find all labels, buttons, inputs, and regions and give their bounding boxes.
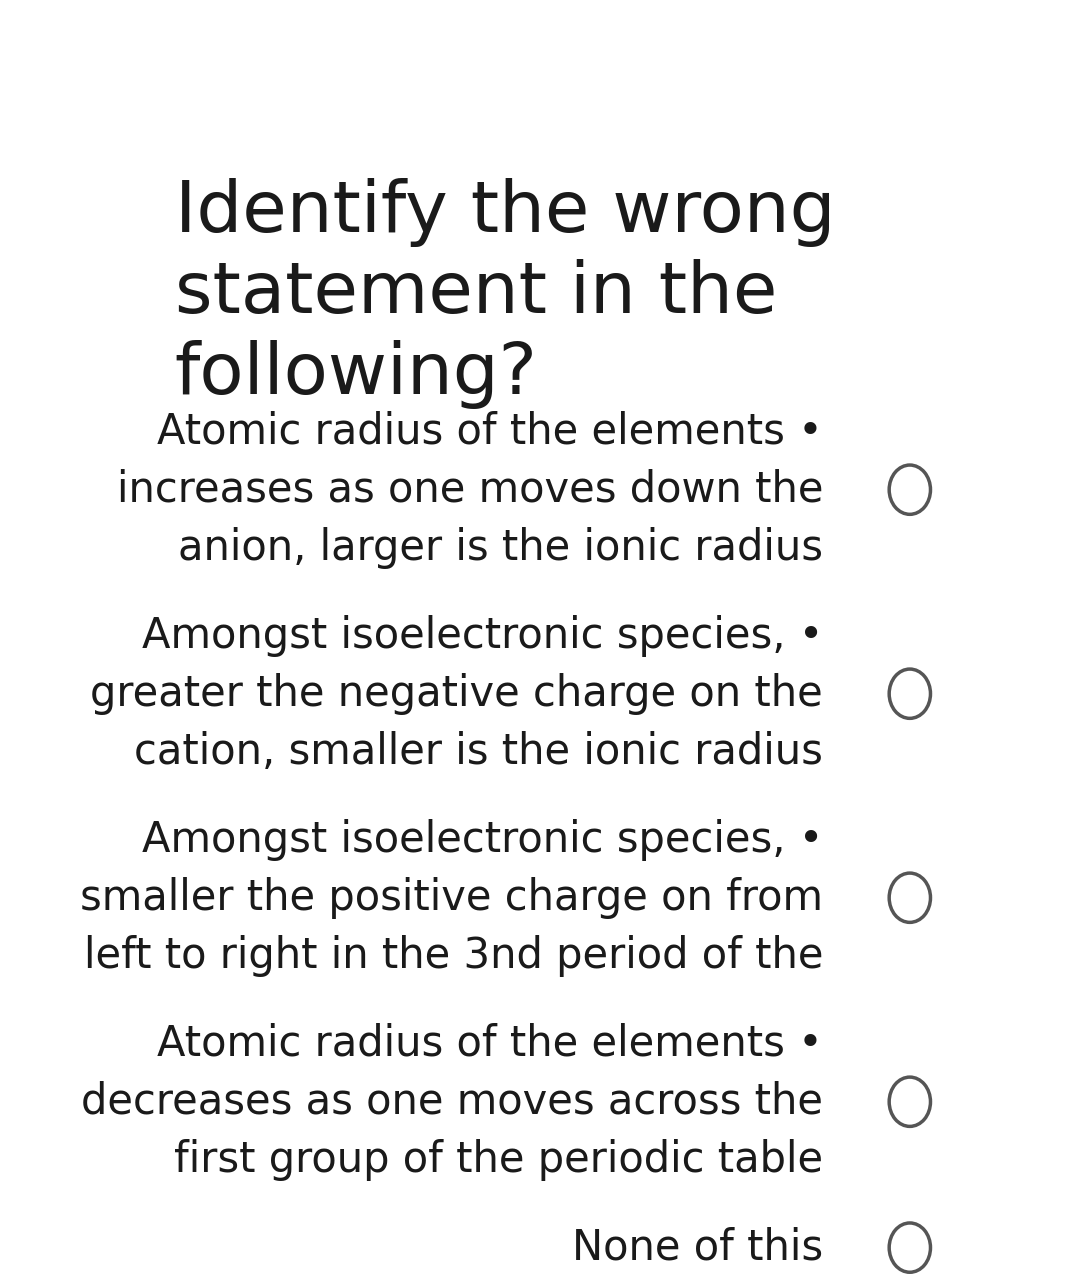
Text: anion, larger is the ionic radius: anion, larger is the ionic radius: [178, 527, 823, 568]
Text: decreases as one moves across the: decreases as one moves across the: [81, 1080, 823, 1123]
Text: cation, smaller is the ionic radius: cation, smaller is the ionic radius: [134, 731, 823, 773]
Circle shape: [889, 669, 931, 718]
Circle shape: [889, 465, 931, 515]
Text: smaller the positive charge on from: smaller the positive charge on from: [80, 877, 823, 919]
Text: Amongst isoelectronic species, •: Amongst isoelectronic species, •: [142, 614, 823, 657]
Text: left to right in the 3nd period of the: left to right in the 3nd period of the: [83, 934, 823, 977]
Text: statement in the: statement in the: [175, 259, 777, 328]
Circle shape: [889, 1076, 931, 1126]
Text: None of this: None of this: [572, 1226, 823, 1268]
Text: Atomic radius of the elements •: Atomic radius of the elements •: [158, 411, 823, 453]
Circle shape: [889, 1222, 931, 1272]
Text: Identify the wrong: Identify the wrong: [175, 178, 835, 247]
Text: greater the negative charge on the: greater the negative charge on the: [91, 673, 823, 714]
Text: Amongst isoelectronic species, •: Amongst isoelectronic species, •: [142, 819, 823, 860]
Text: increases as one moves down the: increases as one moves down the: [116, 468, 823, 511]
Text: following?: following?: [175, 340, 537, 408]
Text: Atomic radius of the elements •: Atomic radius of the elements •: [158, 1023, 823, 1065]
Text: first group of the periodic table: first group of the periodic table: [174, 1139, 823, 1181]
Circle shape: [889, 873, 931, 923]
